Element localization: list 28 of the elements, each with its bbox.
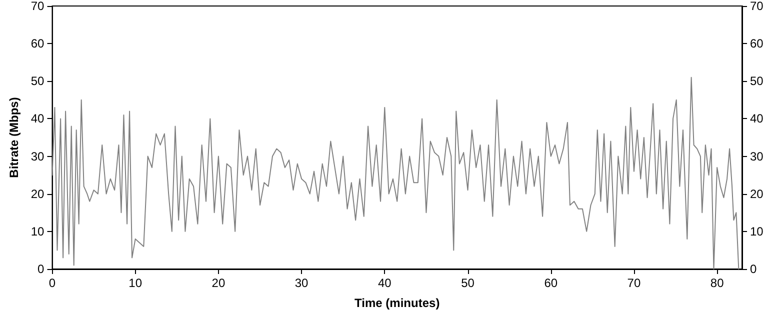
y-tick-label: 70 bbox=[30, 0, 45, 13]
x-axis-title: Time (minutes) bbox=[354, 296, 440, 310]
x-tick-label: 70 bbox=[627, 276, 641, 290]
y2-tick-label: 60 bbox=[750, 36, 764, 51]
x-tick-label: 20 bbox=[212, 276, 226, 290]
y-tick-label: 10 bbox=[30, 224, 45, 238]
y2-tick-label: 20 bbox=[750, 186, 764, 201]
x-tick-label: 80 bbox=[710, 276, 724, 290]
y-tick-label: 20 bbox=[30, 186, 45, 201]
x-tick-label: 30 bbox=[294, 276, 309, 290]
y2-tick-label: 0 bbox=[750, 262, 757, 276]
y-axis-title: Bitrate (Mbps) bbox=[7, 97, 21, 178]
y-tick-label: 50 bbox=[30, 74, 45, 88]
x-tick-label: 60 bbox=[544, 276, 558, 290]
y2-tick-label: 70 bbox=[750, 0, 764, 13]
y2-tick-label: 40 bbox=[750, 112, 764, 126]
x-tick-label: 40 bbox=[378, 276, 392, 290]
x-tick-label: 50 bbox=[461, 276, 475, 290]
x-tick-label: 10 bbox=[128, 276, 142, 290]
y2-tick-label: 50 bbox=[750, 74, 764, 88]
y2-tick-label: 30 bbox=[750, 149, 764, 164]
y-tick-label: 30 bbox=[30, 149, 45, 164]
y-tick-label: 60 bbox=[30, 36, 45, 51]
y-tick-label: 40 bbox=[30, 112, 45, 126]
y2-tick-label: 10 bbox=[750, 224, 764, 238]
x-tick-label: 0 bbox=[48, 276, 56, 290]
line-series bbox=[52, 76, 740, 270]
y-tick-label: 0 bbox=[38, 262, 45, 276]
